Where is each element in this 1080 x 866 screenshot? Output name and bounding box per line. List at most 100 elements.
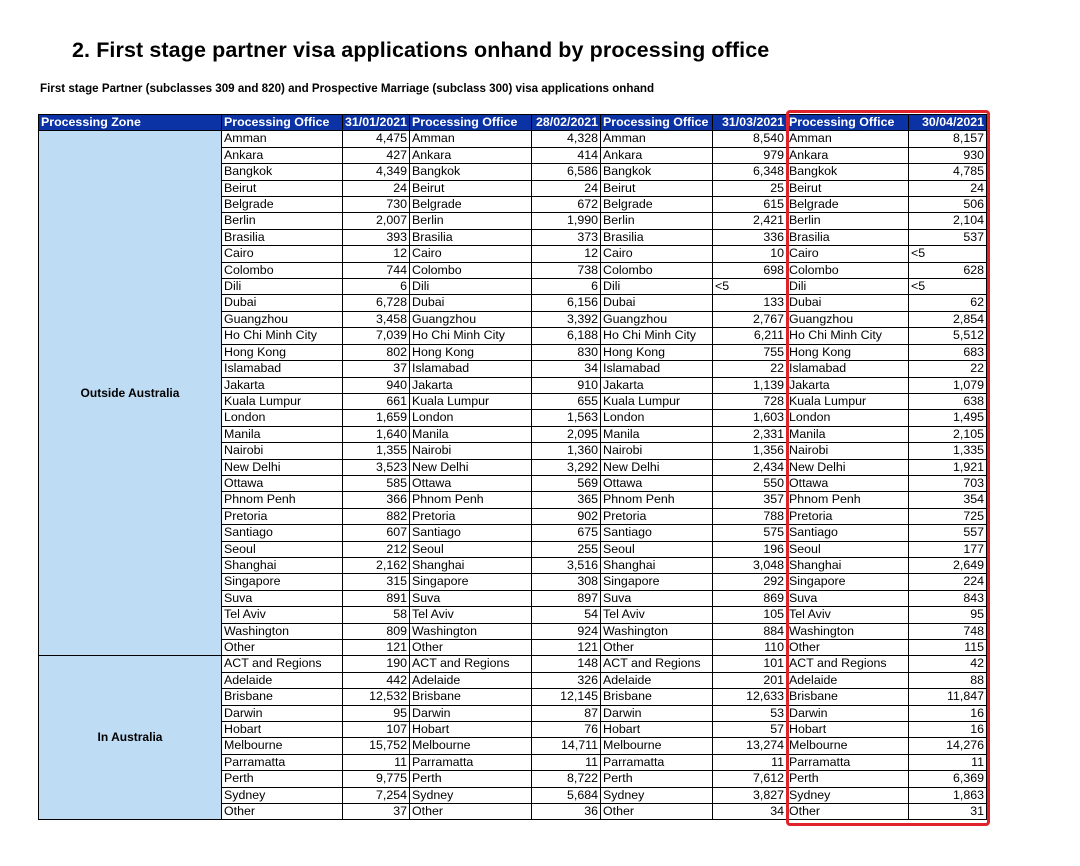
office-cell: Ankara bbox=[221, 146, 343, 165]
value-cell: 366 bbox=[341, 491, 411, 509]
value-cell: 7,254 bbox=[341, 786, 411, 805]
value-cell: <5 bbox=[908, 278, 988, 296]
value-cell: 3,827 bbox=[712, 786, 788, 805]
value-cell: 12,633 bbox=[712, 688, 788, 706]
office-cell: Brasilia bbox=[409, 228, 533, 247]
value-cell: 607 bbox=[341, 524, 411, 542]
value-cell: 1,640 bbox=[341, 425, 411, 444]
office-cell: Kuala Lumpur bbox=[221, 392, 343, 411]
value-cell: 11,847 bbox=[908, 688, 988, 706]
office-cell: Ankara bbox=[600, 146, 714, 165]
value-cell: 13,274 bbox=[712, 737, 788, 755]
value-cell: 2,854 bbox=[908, 310, 988, 329]
header-processing-zone: Processing Zone bbox=[38, 113, 222, 132]
value-cell: 3,458 bbox=[341, 310, 411, 329]
office-cell: Jakarta bbox=[409, 376, 533, 394]
value-cell: 315 bbox=[341, 573, 411, 591]
office-cell: Colombo bbox=[786, 261, 910, 280]
office-cell: Bangkok bbox=[786, 163, 910, 181]
office-cell: Suva bbox=[221, 589, 343, 608]
office-cell: Guangzhou bbox=[221, 310, 343, 329]
office-cell: Cairo bbox=[600, 245, 714, 263]
office-cell: Hobart bbox=[786, 721, 910, 739]
table-row: Nairobi 1,355 Nairobi 1,360 Nairobi 1,356 Nair… bbox=[39, 442, 988, 460]
value-cell: 10 bbox=[712, 245, 788, 263]
office-cell: Phnom Penh bbox=[409, 491, 533, 509]
office-cell: Dili bbox=[786, 278, 910, 296]
office-cell: Phnom Penh bbox=[786, 491, 910, 509]
table-row: Suva 891 Suva 897 Suva 869 Suva 843 bbox=[39, 589, 988, 608]
applications-table: Processing Zone Processing Office 31/01/… bbox=[38, 113, 988, 821]
value-cell: 5,512 bbox=[908, 327, 988, 345]
value-cell: 177 bbox=[908, 540, 988, 558]
office-cell: London bbox=[600, 409, 714, 427]
value-cell: 979 bbox=[712, 146, 788, 165]
office-cell: Dubai bbox=[221, 294, 343, 312]
office-cell: Bangkok bbox=[409, 163, 533, 181]
office-cell: Darwin bbox=[221, 704, 343, 723]
value-cell: 2,767 bbox=[712, 310, 788, 329]
value-cell: 8,540 bbox=[712, 130, 788, 148]
header-processing-office: Processing Office bbox=[600, 113, 714, 132]
value-cell: 802 bbox=[341, 343, 411, 362]
office-cell: Hong Kong bbox=[600, 343, 714, 362]
value-cell: 24 bbox=[531, 179, 602, 198]
value-cell: 34 bbox=[712, 803, 788, 821]
value-cell: 698 bbox=[712, 261, 788, 280]
office-cell: Hong Kong bbox=[221, 343, 343, 362]
value-cell: 869 bbox=[712, 589, 788, 608]
value-cell: 148 bbox=[531, 655, 602, 673]
office-cell: Sydney bbox=[409, 786, 533, 805]
office-cell: Melbourne bbox=[786, 737, 910, 755]
office-cell: Singapore bbox=[786, 573, 910, 591]
value-cell: 224 bbox=[908, 573, 988, 591]
office-cell: Perth bbox=[600, 770, 714, 788]
value-cell: 8,722 bbox=[531, 770, 602, 788]
value-cell: 6,586 bbox=[531, 163, 602, 181]
value-cell: 442 bbox=[341, 671, 411, 690]
value-cell: 292 bbox=[712, 573, 788, 591]
value-cell: 672 bbox=[531, 196, 602, 214]
value-cell: 585 bbox=[341, 474, 411, 493]
value-cell: 615 bbox=[712, 196, 788, 214]
office-cell: Washington bbox=[786, 622, 910, 641]
value-cell: 728 bbox=[712, 392, 788, 411]
value-cell: 121 bbox=[341, 638, 411, 657]
table-row: Darwin 95 Darwin 87 Darwin 53 Darwin 16 bbox=[39, 704, 988, 723]
value-cell: 212 bbox=[341, 540, 411, 558]
office-cell: Dili bbox=[221, 278, 343, 296]
value-cell: 11 bbox=[341, 753, 411, 772]
office-cell: Berlin bbox=[600, 212, 714, 230]
value-cell: 7,039 bbox=[341, 327, 411, 345]
office-cell: Ottawa bbox=[600, 474, 714, 493]
value-cell: 121 bbox=[531, 638, 602, 657]
office-cell: Cairo bbox=[221, 245, 343, 263]
value-cell: 910 bbox=[531, 376, 602, 394]
value-cell: 9,775 bbox=[341, 770, 411, 788]
office-cell: Sydney bbox=[221, 786, 343, 805]
office-cell: Sydney bbox=[786, 786, 910, 805]
page-title: 2. First stage partner visa applications… bbox=[72, 38, 770, 62]
office-cell: Tel Aviv bbox=[221, 606, 343, 624]
value-cell: 34 bbox=[531, 360, 602, 378]
value-cell: 365 bbox=[531, 491, 602, 509]
office-cell: Brisbane bbox=[409, 688, 533, 706]
office-cell: Manila bbox=[409, 425, 533, 444]
table-row: Guangzhou 3,458 Guangzhou 3,392 Guangzhou 2,7… bbox=[39, 310, 988, 329]
office-cell: Parramatta bbox=[600, 753, 714, 772]
office-cell: Hong Kong bbox=[409, 343, 533, 362]
office-cell: Ho Chi Minh City bbox=[786, 327, 910, 345]
table-row: Melbourne 15,752 Melbourne 14,711 Melbourne 1… bbox=[39, 737, 988, 755]
zone-label: Outside Australia bbox=[38, 130, 222, 657]
office-cell: Phnom Penh bbox=[600, 491, 714, 509]
value-cell: 36 bbox=[531, 803, 602, 821]
value-cell: 3,048 bbox=[712, 556, 788, 575]
value-cell: 940 bbox=[341, 376, 411, 394]
value-cell: 891 bbox=[341, 589, 411, 608]
office-cell: Dubai bbox=[786, 294, 910, 312]
value-cell: 22 bbox=[908, 360, 988, 378]
value-cell: 53 bbox=[712, 704, 788, 723]
office-cell: Shanghai bbox=[786, 556, 910, 575]
office-cell: Amman bbox=[409, 130, 533, 148]
value-cell: 8,157 bbox=[908, 130, 988, 148]
